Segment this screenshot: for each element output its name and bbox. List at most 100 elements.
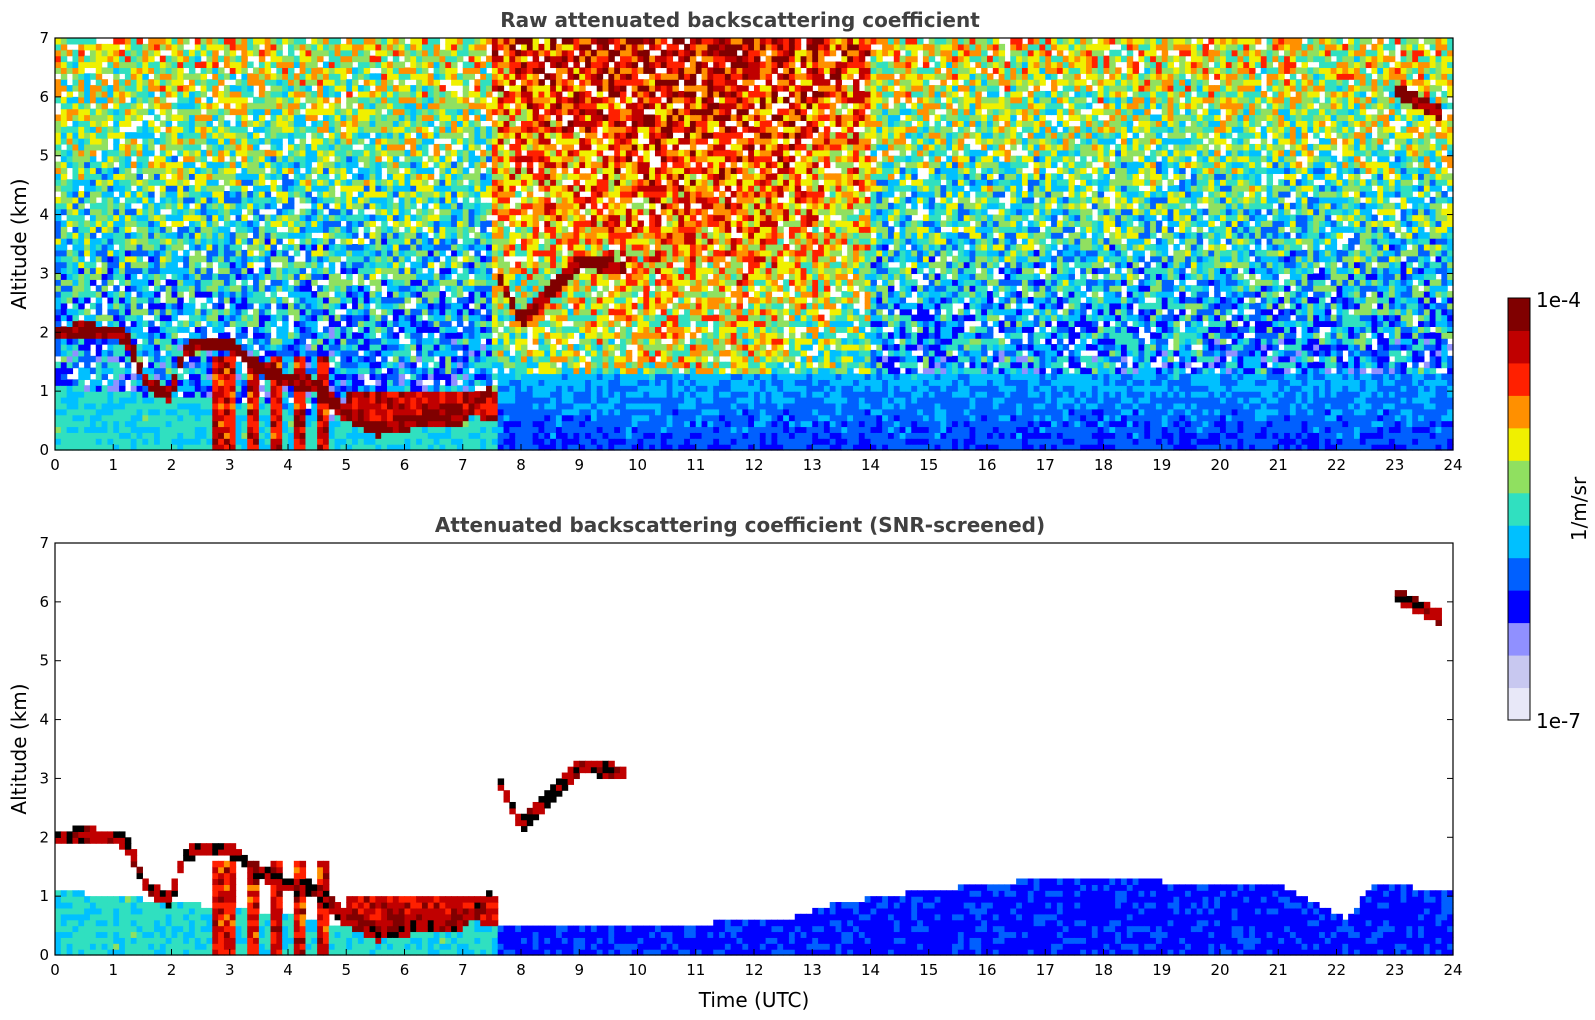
heatmap-cell	[515, 273, 522, 280]
heatmap-cell	[124, 202, 132, 210]
heatmap-cell	[177, 373, 184, 380]
heatmap-cell	[270, 314, 277, 322]
heatmap-cell	[136, 291, 143, 298]
heatmap-cell	[212, 126, 219, 133]
heatmap-cell	[503, 261, 510, 269]
heatmap-cell	[474, 202, 481, 210]
heatmap-cell	[60, 238, 68, 245]
heatmap-cell	[416, 85, 423, 92]
heatmap-cell	[136, 397, 143, 404]
heatmap-cell	[218, 291, 225, 298]
heatmap-cell	[317, 444, 324, 451]
heatmap-cell	[148, 196, 155, 204]
heatmap-cell	[363, 90, 371, 98]
heatmap-cell	[247, 379, 254, 386]
heatmap-cell	[264, 426, 272, 433]
heatmap-cell	[171, 314, 178, 322]
heatmap-cell	[159, 226, 167, 233]
heatmap-cell	[171, 367, 178, 375]
heatmap-cell	[363, 38, 371, 45]
heatmap-cell	[235, 344, 242, 351]
heatmap-cell	[363, 120, 371, 127]
heatmap-cell	[363, 391, 371, 398]
heatmap-cell	[183, 208, 190, 216]
heatmap-cell	[247, 155, 254, 163]
heatmap-cell	[311, 249, 318, 257]
heatmap-cell	[194, 90, 202, 98]
heatmap-cell	[322, 338, 330, 345]
heatmap-cell	[276, 85, 283, 92]
heatmap-cell	[474, 308, 481, 316]
heatmap-cell	[340, 208, 347, 216]
heatmap-cell	[392, 102, 400, 110]
heatmap-cell	[387, 202, 394, 210]
heatmap-cell	[421, 296, 429, 304]
heatmap-cell	[72, 196, 79, 204]
heatmap-cell	[462, 108, 470, 116]
heatmap-cell	[101, 43, 109, 51]
heatmap-cell	[474, 349, 481, 357]
heatmap-cell	[119, 149, 126, 157]
heatmap-cell	[276, 61, 283, 69]
heatmap-cell	[305, 444, 312, 451]
heatmap-cell	[258, 355, 266, 363]
heatmap-cell	[206, 261, 213, 269]
heatmap-cell	[107, 202, 114, 210]
heatmap-cell	[398, 391, 406, 398]
heatmap-cell	[474, 61, 481, 69]
heatmap-cell	[218, 126, 225, 133]
heatmap-cell	[107, 291, 114, 298]
heatmap-cell	[421, 420, 429, 428]
heatmap-cell	[60, 344, 68, 351]
heatmap-cell	[264, 402, 272, 410]
heatmap-cell	[299, 432, 307, 439]
heatmap-cell	[363, 438, 371, 445]
heatmap-cell	[398, 244, 406, 251]
heatmap-cell	[433, 349, 441, 357]
heatmap-cell	[253, 426, 260, 433]
heatmap-cell	[235, 367, 242, 375]
heatmap-cell	[305, 432, 312, 439]
heatmap-cell	[229, 432, 237, 439]
heatmap-cell	[346, 132, 353, 139]
heatmap-cell	[375, 226, 382, 233]
heatmap-cell	[101, 291, 109, 298]
heatmap-cell	[89, 273, 97, 280]
heatmap-cell	[165, 155, 173, 163]
heatmap-cell	[95, 179, 103, 186]
heatmap-cell	[136, 61, 143, 69]
heatmap-cell	[439, 320, 446, 327]
heatmap-cell	[404, 420, 411, 428]
heatmap-cell	[439, 279, 446, 286]
heatmap-cell	[78, 208, 85, 216]
heatmap-cell	[142, 108, 149, 116]
heatmap-cell	[392, 167, 400, 174]
heatmap-cell	[270, 114, 277, 121]
heatmap-cell	[154, 432, 161, 439]
heatmap-cell	[427, 444, 435, 451]
heatmap-cell	[421, 402, 429, 410]
heatmap-cell	[410, 373, 417, 380]
heatmap-cell	[241, 196, 248, 204]
heatmap-cell	[387, 402, 394, 410]
heatmap-cell	[136, 43, 143, 51]
heatmap-cell	[398, 314, 406, 322]
heatmap-cell	[148, 120, 155, 127]
heatmap-cell	[165, 355, 173, 363]
heatmap-cell	[497, 349, 505, 357]
heatmap-cell	[375, 173, 382, 180]
heatmap-cell	[451, 361, 458, 369]
heatmap-cell	[247, 191, 254, 198]
heatmap-cell	[497, 273, 505, 280]
heatmap-cell	[171, 191, 178, 198]
heatmap-cell	[410, 43, 417, 51]
heatmap-cell	[346, 261, 353, 269]
heatmap-cell	[89, 332, 97, 339]
heatmap-cell	[410, 320, 417, 327]
heatmap-cell	[235, 67, 242, 74]
heatmap-cell	[84, 102, 91, 110]
heatmap-cell	[515, 349, 522, 357]
heatmap-cell	[456, 73, 464, 80]
heatmap-cell	[241, 420, 248, 428]
heatmap-cell	[462, 414, 470, 422]
